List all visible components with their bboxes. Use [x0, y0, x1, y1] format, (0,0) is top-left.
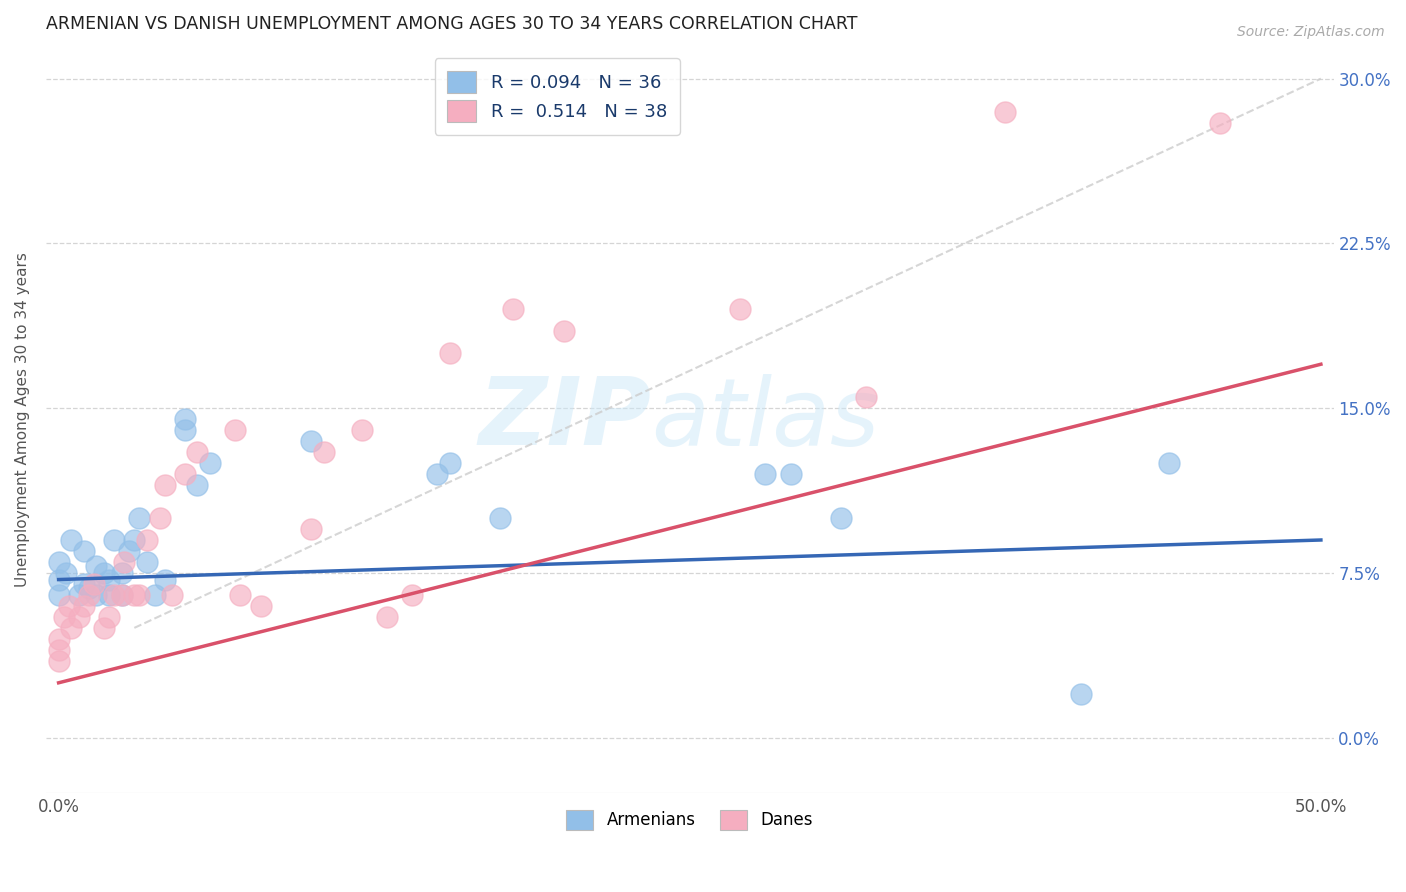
- Point: [830, 511, 852, 525]
- Point: [994, 104, 1017, 119]
- Point: [553, 324, 575, 338]
- Point: [103, 588, 125, 602]
- Point: [67, 588, 90, 602]
- Point: [111, 566, 134, 580]
- Point: [148, 511, 170, 525]
- Point: [73, 599, 96, 613]
- Point: [48, 654, 70, 668]
- Point: [401, 588, 423, 602]
- Point: [198, 456, 221, 470]
- Point: [153, 478, 176, 492]
- Point: [60, 533, 83, 547]
- Point: [1070, 687, 1092, 701]
- Point: [173, 423, 195, 437]
- Point: [439, 456, 461, 470]
- Point: [143, 588, 166, 602]
- Point: [224, 423, 246, 437]
- Text: ZIP: ZIP: [478, 373, 651, 465]
- Point: [249, 599, 271, 613]
- Point: [124, 588, 146, 602]
- Point: [312, 445, 335, 459]
- Point: [73, 577, 96, 591]
- Point: [58, 599, 80, 613]
- Legend: Armenians, Danes: Armenians, Danes: [560, 803, 820, 837]
- Point: [98, 573, 121, 587]
- Point: [728, 302, 751, 317]
- Point: [52, 610, 75, 624]
- Point: [48, 573, 70, 587]
- Point: [153, 573, 176, 587]
- Point: [128, 511, 150, 525]
- Point: [55, 566, 77, 580]
- Point: [350, 423, 373, 437]
- Point: [855, 390, 877, 404]
- Point: [299, 434, 322, 449]
- Text: atlas: atlas: [651, 374, 879, 465]
- Point: [48, 643, 70, 657]
- Point: [186, 445, 208, 459]
- Point: [375, 610, 398, 624]
- Point: [77, 588, 100, 602]
- Point: [779, 467, 801, 481]
- Text: Source: ZipAtlas.com: Source: ZipAtlas.com: [1237, 25, 1385, 39]
- Y-axis label: Unemployment Among Ages 30 to 34 years: Unemployment Among Ages 30 to 34 years: [15, 252, 30, 587]
- Point: [299, 522, 322, 536]
- Point: [112, 555, 135, 569]
- Point: [426, 467, 449, 481]
- Point: [136, 555, 159, 569]
- Point: [48, 588, 70, 602]
- Point: [60, 621, 83, 635]
- Point: [160, 588, 183, 602]
- Point: [173, 412, 195, 426]
- Point: [754, 467, 776, 481]
- Point: [111, 588, 134, 602]
- Point: [1209, 115, 1232, 129]
- Point: [124, 533, 146, 547]
- Point: [67, 610, 90, 624]
- Point: [98, 610, 121, 624]
- Point: [502, 302, 524, 317]
- Point: [186, 478, 208, 492]
- Text: ARMENIAN VS DANISH UNEMPLOYMENT AMONG AGES 30 TO 34 YEARS CORRELATION CHART: ARMENIAN VS DANISH UNEMPLOYMENT AMONG AG…: [46, 15, 858, 33]
- Point: [77, 582, 100, 596]
- Point: [83, 577, 105, 591]
- Point: [103, 533, 125, 547]
- Point: [48, 632, 70, 646]
- Point: [111, 588, 134, 602]
- Point: [128, 588, 150, 602]
- Point: [48, 555, 70, 569]
- Point: [86, 588, 108, 602]
- Point: [93, 621, 115, 635]
- Point: [489, 511, 512, 525]
- Point: [173, 467, 195, 481]
- Point: [439, 346, 461, 360]
- Point: [1159, 456, 1181, 470]
- Point: [136, 533, 159, 547]
- Point: [86, 559, 108, 574]
- Point: [229, 588, 252, 602]
- Point: [73, 544, 96, 558]
- Point: [118, 544, 141, 558]
- Point: [93, 566, 115, 580]
- Point: [98, 588, 121, 602]
